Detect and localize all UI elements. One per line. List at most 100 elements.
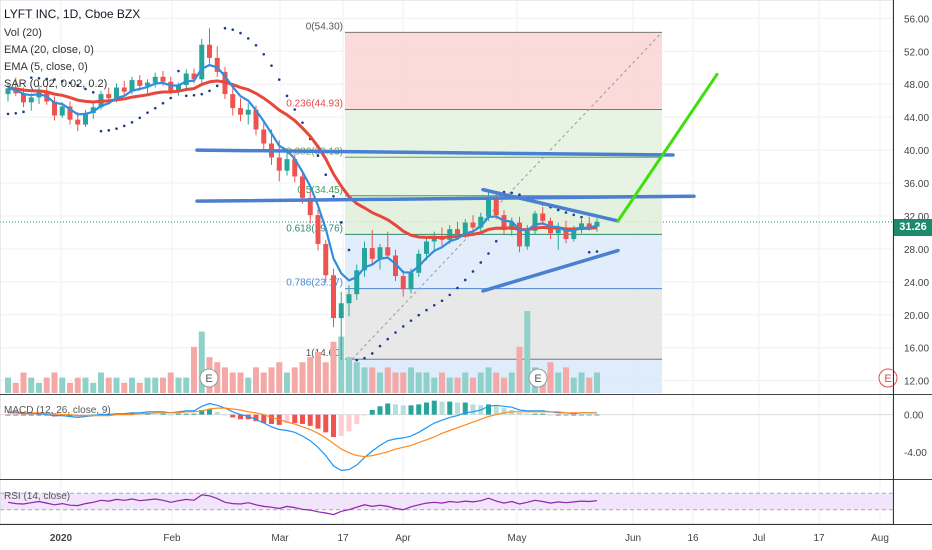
volume-bar [191,346,197,393]
sar-dot [293,108,297,111]
sar-dot [301,121,304,124]
volume-bar [524,311,531,393]
candle-body [199,44,205,80]
candle-body [152,76,158,83]
sar-dot [471,270,475,273]
price-tick-label: 52.00 [904,47,929,58]
volume-bar [144,377,151,393]
indicator-volume-label[interactable]: Vol (20) [4,27,42,39]
sar-dot [153,106,157,110]
sar-dot [510,191,514,195]
sar-dot [192,93,196,97]
macd-histogram-bar [408,405,414,415]
indicator-ema5-label[interactable]: EMA (5, close, 0) [4,61,88,73]
macd-histogram-bar [269,414,274,424]
volume-bar [276,362,283,393]
macd-histogram-bar [532,413,538,415]
macd-histogram-bar [346,414,352,432]
candle-body [284,159,290,171]
trend-line-drawings[interactable] [195,72,719,293]
candle-body [121,87,127,92]
volume-bar [315,352,321,393]
volume-bar [408,367,414,393]
macd-histogram-bar [563,414,569,416]
sar-dot [60,79,64,83]
candle-body [5,88,11,95]
indicator-ema20-label[interactable]: EMA (20, close, 0) [4,44,94,56]
indicator-sar-label[interactable]: SAR (0.02, 0.02, 0.2) [4,78,108,90]
volume-bar [361,367,368,393]
last-price-tag: 31.26 [894,219,932,236]
sar-dot [22,110,25,114]
macd-histogram-bar [354,414,360,424]
macd-histogram-bar [439,401,445,415]
candle-body [191,73,197,80]
sar-dot [432,303,436,307]
macd-histogram-bar [431,400,437,415]
symbol-title[interactable]: LYFT INC, 1D, Cboe BZX [4,7,141,21]
sar-dot [169,96,173,100]
volume-bar [121,382,128,393]
sar-dot [487,252,490,255]
candle-body [493,197,499,216]
macd-histogram-bar [36,414,42,416]
fib-level-label: 1(14.60) [306,348,343,359]
candle-body [369,248,375,259]
candle-body [276,157,282,171]
macd-histogram-bar [579,414,584,416]
time-tick-label: 2020 [50,533,73,544]
macd-histogram-bar [400,405,406,415]
volume-bar [129,377,135,393]
price-tick-label: 44.00 [904,113,929,124]
time-tick-label: Mar [271,533,289,544]
candle-body [486,197,491,217]
time-tick-label: 17 [337,533,349,544]
volume-bar [586,377,593,393]
candle-body [145,82,150,86]
sar-dot [91,91,95,94]
volume-bar [136,382,143,393]
price-tick-label: 36.00 [904,179,929,190]
rsi-pane-label[interactable]: RSI (14, close) [4,491,71,502]
sar-dot [409,319,413,322]
sar-dot [463,278,467,282]
candle-body [470,222,476,228]
earnings-marker [528,368,548,388]
sar-dot [339,221,343,224]
volume-bar [28,377,35,393]
sar-dot [425,308,428,312]
macd-histogram-bar [462,402,468,415]
volume-bar [229,372,236,393]
sar-dot [316,154,320,158]
volume-bar [330,341,337,393]
time-tick-label: Feb [163,533,181,544]
sar-dot [84,87,87,91]
sar-dot [386,337,390,341]
macd-pane-label[interactable]: MACD (12, 26, close, 9) [4,405,111,416]
rsi-line [7,494,598,516]
candle-body [377,247,383,259]
volume-bar [82,377,89,393]
earnings-marker-label: E [884,373,891,385]
candle-body [424,241,429,254]
candle-body [385,247,391,256]
sar-dot [14,111,18,115]
candle-body [594,221,600,227]
macd-histogram-bar [176,413,181,415]
sar-dot [200,92,204,96]
macd-histogram-bar [199,409,205,415]
candle-body [447,229,453,240]
volume-bar [462,372,469,393]
fibonacci-retracement[interactable]: 0(54.30)0.236(44.93)0.382(39.13)0.5(34.4… [286,21,663,393]
triangle-upper-line [481,187,620,223]
macd-histogram-bar [152,413,158,415]
sar-dot [231,28,235,31]
candle-body [524,230,530,247]
candle-body [478,216,484,228]
volume-bar [284,372,290,393]
volume-bar [20,372,27,393]
volume-bar [152,377,159,393]
sar-dot [355,358,359,362]
parabolic-sar-dots [6,26,599,362]
candle-body [137,80,143,86]
